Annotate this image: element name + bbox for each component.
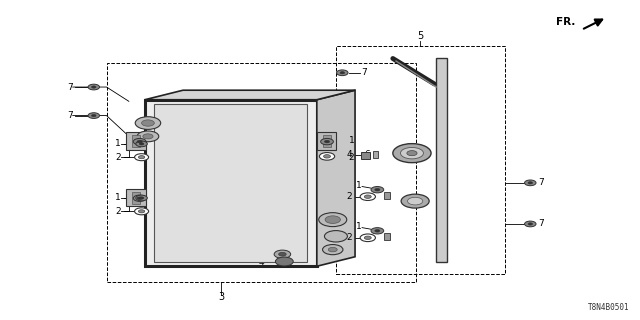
Circle shape [143, 134, 153, 139]
Circle shape [364, 236, 371, 239]
Circle shape [324, 155, 330, 158]
Circle shape [323, 244, 343, 255]
Circle shape [375, 229, 380, 232]
Circle shape [371, 228, 384, 234]
Circle shape [278, 252, 286, 256]
Circle shape [88, 113, 100, 118]
Bar [384, 192, 390, 199]
Circle shape [364, 195, 371, 198]
Circle shape [88, 84, 100, 90]
Text: 7: 7 [538, 220, 544, 228]
Circle shape [138, 210, 145, 213]
Circle shape [319, 153, 335, 160]
Circle shape [137, 140, 142, 143]
Text: 1: 1 [356, 181, 362, 190]
Circle shape [528, 182, 532, 184]
Circle shape [528, 223, 532, 225]
Text: 7: 7 [362, 68, 367, 77]
Text: 1: 1 [115, 194, 120, 203]
Circle shape [324, 231, 348, 242]
Text: 2: 2 [346, 233, 352, 242]
Text: 2: 2 [115, 153, 120, 162]
Bar [323, 135, 331, 147]
Text: 4: 4 [259, 258, 264, 267]
Circle shape [321, 139, 333, 145]
Text: 2: 2 [346, 192, 352, 201]
Text: 7: 7 [67, 111, 73, 120]
Circle shape [324, 140, 330, 143]
Bar [436, 59, 447, 261]
Text: T8N4B0501: T8N4B0501 [588, 303, 629, 312]
Text: 3: 3 [218, 292, 224, 302]
Text: 2: 2 [115, 207, 120, 216]
Circle shape [137, 131, 159, 142]
Text: 2: 2 [349, 153, 355, 162]
Circle shape [328, 247, 337, 252]
Circle shape [136, 141, 147, 147]
Bar [317, 132, 336, 150]
Circle shape [275, 257, 293, 266]
Circle shape [325, 216, 340, 223]
Circle shape [319, 213, 347, 227]
Polygon shape [145, 90, 355, 100]
Circle shape [407, 151, 417, 156]
Circle shape [337, 70, 348, 76]
Circle shape [92, 115, 96, 117]
Circle shape [274, 250, 291, 258]
Circle shape [360, 234, 376, 242]
Circle shape [133, 139, 146, 145]
Bar [384, 233, 390, 240]
Circle shape [141, 120, 154, 126]
Circle shape [138, 156, 145, 159]
Circle shape [401, 194, 429, 208]
Circle shape [140, 197, 144, 199]
Text: 5: 5 [417, 31, 424, 41]
Circle shape [92, 86, 96, 88]
Text: 7: 7 [67, 83, 73, 92]
Circle shape [133, 195, 146, 201]
Bar [154, 105, 307, 261]
Polygon shape [317, 90, 355, 266]
Text: 1: 1 [349, 135, 355, 145]
Circle shape [134, 154, 148, 161]
Text: FR.: FR. [556, 17, 575, 27]
Bar [106, 63, 415, 282]
Circle shape [401, 148, 424, 159]
Circle shape [134, 208, 148, 215]
Circle shape [375, 188, 380, 191]
Bar [336, 46, 505, 274]
Circle shape [140, 143, 144, 145]
Text: 1: 1 [115, 140, 120, 148]
Circle shape [525, 180, 536, 186]
Circle shape [371, 187, 384, 193]
Circle shape [136, 195, 147, 201]
Bar [373, 151, 378, 158]
Text: 6: 6 [259, 250, 264, 259]
Bar [362, 152, 370, 159]
Bar [145, 100, 317, 266]
Text: 4: 4 [346, 150, 352, 159]
Text: 7: 7 [538, 178, 544, 187]
Circle shape [137, 197, 142, 199]
Bar [132, 135, 140, 147]
Circle shape [135, 117, 161, 129]
Circle shape [408, 197, 423, 205]
Circle shape [525, 221, 536, 227]
Circle shape [393, 144, 431, 163]
Bar [125, 132, 146, 150]
Bar [132, 192, 140, 204]
Circle shape [360, 193, 376, 200]
Text: 1: 1 [356, 222, 362, 231]
Circle shape [340, 72, 344, 74]
Bar [125, 189, 146, 206]
Text: 6: 6 [365, 150, 371, 159]
